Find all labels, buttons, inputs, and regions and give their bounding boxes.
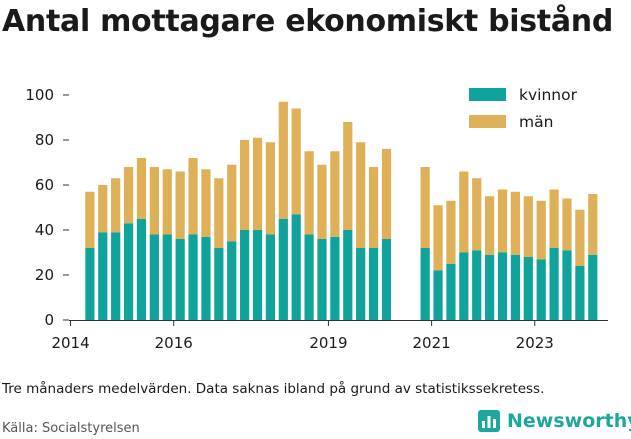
bar-kvinnor [446, 263, 456, 320]
x-tick-label: 2014 [51, 334, 89, 352]
bar-man [549, 189, 559, 248]
bar-man [149, 167, 159, 235]
y-tick-label: 80 [35, 131, 54, 149]
bar-kvinnor [175, 239, 185, 320]
bar-kvinnor [162, 234, 172, 320]
bar-man [343, 122, 353, 230]
bar-kvinnor [510, 254, 521, 320]
bar-kvinnor [149, 234, 159, 320]
bar-man [356, 142, 366, 248]
bar-man [162, 169, 172, 235]
bar-man [420, 167, 430, 248]
bar-kvinnor [536, 259, 546, 320]
bar-man [588, 194, 598, 255]
bar-man [278, 101, 288, 219]
bar-man [433, 205, 443, 271]
bar-kvinnor [575, 266, 585, 320]
chart-note: Tre månaders medelvärden. Data saknas ib… [2, 381, 545, 397]
bar-kvinnor [304, 234, 314, 320]
bar-man [98, 185, 108, 233]
bar-man [368, 167, 379, 248]
bar-kvinnor [420, 248, 430, 320]
bar-kvinnor [240, 230, 250, 320]
x-tick-label: 2016 [155, 334, 193, 352]
bar-man [575, 209, 585, 266]
chart-source: Källa: Socialstyrelsen [2, 421, 140, 436]
bar-kvinnor [485, 254, 495, 320]
y-tick-label: 100 [25, 86, 54, 104]
x-tick-label: 2021 [413, 334, 451, 352]
bar-kvinnor [381, 239, 392, 320]
y-tick-label: 60 [35, 176, 54, 194]
bar-kvinnor [123, 223, 134, 320]
bar-kvinnor [433, 270, 443, 320]
bar-man [536, 200, 546, 260]
bar-man [330, 151, 340, 237]
bar-kvinnor [201, 236, 211, 320]
bar-kvinnor [278, 218, 288, 320]
y-tick-label: 0 [44, 311, 54, 329]
bar-man [459, 171, 469, 253]
bar-kvinnor [291, 214, 301, 320]
bar-man [497, 189, 508, 253]
bar-man [317, 164, 327, 239]
bar-man [85, 191, 95, 248]
legend-label-man: män [519, 113, 553, 131]
chart-title: Antal mottagare ekonomiskt bistånd [2, 4, 614, 39]
legend-swatch-man [469, 115, 506, 128]
y-tick-label: 40 [35, 221, 54, 239]
brand-logo[interactable]: Newsworthy [477, 409, 631, 433]
bar-kvinnor [343, 230, 353, 320]
newsworthy-logo-icon [478, 410, 500, 432]
bar-kvinnor [356, 248, 366, 320]
bar-kvinnor [549, 248, 559, 320]
bar-kvinnor [472, 250, 482, 320]
bar-kvinnor [265, 234, 276, 320]
x-tick-label: 2019 [309, 334, 347, 352]
bar-kvinnor [317, 239, 327, 320]
bar-kvinnor [188, 234, 198, 320]
bar-kvinnor [136, 218, 147, 320]
bar-man [485, 196, 495, 255]
bar-kvinnor [562, 250, 572, 320]
bar-kvinnor [214, 248, 224, 320]
bar-man [562, 198, 572, 251]
bar-kvinnor [227, 241, 237, 320]
bar-man [111, 178, 121, 233]
bar-man [304, 151, 314, 235]
bar-kvinnor [497, 252, 508, 320]
legend-swatch-kvinnor [469, 88, 506, 101]
bar-man [381, 149, 392, 239]
bar-man [214, 178, 224, 248]
bar-kvinnor [523, 257, 533, 320]
bar-kvinnor [98, 232, 108, 320]
bar-man [472, 178, 482, 251]
bar-man [136, 158, 147, 219]
bar-man [175, 171, 185, 239]
brand-name: Newsworthy [507, 410, 631, 432]
bar-man [510, 191, 521, 255]
bar-man [252, 137, 263, 230]
bar-man [523, 196, 533, 257]
bar-kvinnor [588, 254, 598, 320]
bar-man [123, 167, 134, 224]
bar-man [201, 169, 211, 237]
bar-man [227, 164, 237, 242]
bar-kvinnor [368, 248, 379, 320]
x-tick-label: 2023 [516, 334, 554, 352]
bar-kvinnor [330, 236, 340, 320]
bar-kvinnor [252, 230, 263, 320]
bar-kvinnor [111, 232, 121, 320]
bar-man [188, 158, 198, 235]
y-tick-label: 20 [35, 266, 54, 284]
bar-man [446, 200, 456, 264]
bar-kvinnor [85, 248, 95, 320]
legend-label-kvinnor: kvinnor [519, 86, 578, 104]
bar-man [265, 142, 276, 235]
bar-kvinnor [459, 252, 469, 320]
bar-man [291, 108, 301, 215]
bar-man [240, 140, 250, 230]
